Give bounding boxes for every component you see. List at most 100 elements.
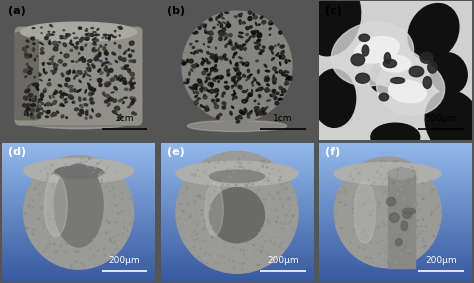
Ellipse shape	[409, 252, 410, 253]
Ellipse shape	[220, 76, 223, 79]
Ellipse shape	[432, 220, 433, 221]
Ellipse shape	[46, 217, 47, 218]
Ellipse shape	[292, 209, 294, 210]
Ellipse shape	[216, 116, 219, 119]
Ellipse shape	[88, 83, 90, 86]
Ellipse shape	[106, 214, 107, 215]
Ellipse shape	[231, 44, 232, 46]
Ellipse shape	[214, 158, 215, 159]
Ellipse shape	[388, 209, 389, 210]
Ellipse shape	[233, 57, 234, 58]
Ellipse shape	[109, 222, 110, 224]
Ellipse shape	[276, 209, 277, 210]
Ellipse shape	[392, 161, 393, 162]
Ellipse shape	[38, 245, 40, 246]
Ellipse shape	[203, 228, 204, 230]
Ellipse shape	[396, 239, 402, 246]
Ellipse shape	[253, 245, 255, 246]
Ellipse shape	[90, 116, 92, 119]
Ellipse shape	[341, 227, 343, 228]
Ellipse shape	[279, 98, 281, 100]
Ellipse shape	[30, 211, 32, 212]
Ellipse shape	[106, 168, 108, 170]
Ellipse shape	[377, 192, 379, 193]
Ellipse shape	[115, 36, 116, 38]
Ellipse shape	[203, 44, 204, 45]
Ellipse shape	[193, 51, 196, 54]
Ellipse shape	[45, 104, 47, 106]
Ellipse shape	[193, 91, 195, 94]
Ellipse shape	[51, 26, 53, 27]
Ellipse shape	[425, 91, 474, 156]
Ellipse shape	[211, 185, 212, 186]
Ellipse shape	[26, 107, 30, 110]
Ellipse shape	[132, 97, 136, 101]
Ellipse shape	[80, 27, 82, 28]
Ellipse shape	[43, 206, 45, 208]
Ellipse shape	[201, 260, 202, 261]
Ellipse shape	[124, 223, 126, 224]
Ellipse shape	[273, 243, 275, 244]
Ellipse shape	[397, 177, 399, 178]
Ellipse shape	[61, 92, 65, 95]
Ellipse shape	[215, 94, 218, 97]
Ellipse shape	[226, 23, 230, 27]
Ellipse shape	[80, 104, 83, 108]
Ellipse shape	[114, 42, 116, 44]
Ellipse shape	[109, 202, 110, 203]
Ellipse shape	[32, 83, 34, 85]
Ellipse shape	[216, 76, 219, 79]
Ellipse shape	[44, 68, 45, 73]
Ellipse shape	[266, 204, 267, 205]
Ellipse shape	[428, 191, 429, 192]
Ellipse shape	[228, 34, 232, 37]
Ellipse shape	[235, 42, 237, 44]
Ellipse shape	[218, 80, 219, 83]
Ellipse shape	[72, 250, 73, 252]
Ellipse shape	[204, 24, 206, 26]
Ellipse shape	[242, 63, 245, 65]
Ellipse shape	[244, 49, 246, 50]
Ellipse shape	[275, 221, 277, 222]
Ellipse shape	[91, 33, 94, 37]
Ellipse shape	[268, 179, 270, 181]
Ellipse shape	[43, 227, 44, 228]
Ellipse shape	[238, 14, 241, 17]
Ellipse shape	[276, 237, 278, 238]
Ellipse shape	[40, 210, 41, 211]
Ellipse shape	[225, 246, 227, 248]
Ellipse shape	[198, 27, 201, 29]
Ellipse shape	[398, 169, 399, 170]
Ellipse shape	[248, 162, 249, 163]
Ellipse shape	[121, 226, 122, 227]
Ellipse shape	[360, 250, 361, 251]
Ellipse shape	[218, 24, 219, 25]
Ellipse shape	[408, 200, 410, 201]
Ellipse shape	[276, 53, 279, 56]
Ellipse shape	[179, 203, 180, 205]
Ellipse shape	[214, 105, 219, 109]
Ellipse shape	[115, 61, 118, 63]
Ellipse shape	[273, 80, 276, 84]
Ellipse shape	[118, 45, 121, 48]
Ellipse shape	[119, 114, 121, 116]
Ellipse shape	[366, 48, 424, 87]
Ellipse shape	[97, 79, 100, 83]
Ellipse shape	[257, 33, 262, 38]
Ellipse shape	[401, 248, 402, 250]
Ellipse shape	[272, 58, 274, 60]
Ellipse shape	[233, 261, 234, 262]
Ellipse shape	[243, 156, 245, 157]
Ellipse shape	[53, 63, 55, 65]
Ellipse shape	[265, 199, 267, 200]
Ellipse shape	[247, 69, 249, 72]
Ellipse shape	[256, 39, 261, 42]
Ellipse shape	[65, 101, 67, 103]
Ellipse shape	[98, 48, 100, 52]
Ellipse shape	[374, 176, 375, 177]
Ellipse shape	[396, 242, 398, 243]
Ellipse shape	[416, 179, 418, 180]
Ellipse shape	[29, 99, 31, 101]
Ellipse shape	[122, 102, 124, 104]
Ellipse shape	[112, 242, 114, 244]
